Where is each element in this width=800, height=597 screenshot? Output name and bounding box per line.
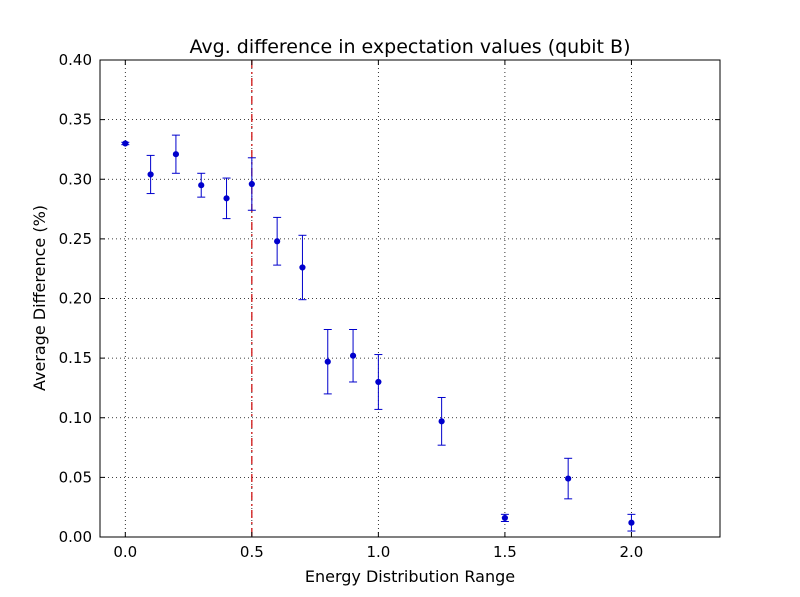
- data-point: [274, 238, 281, 245]
- data-point-group: [247, 157, 256, 211]
- y-tick-label: 0.00: [59, 528, 92, 546]
- data-point: [147, 171, 154, 178]
- x-tick-label: 1.5: [493, 543, 517, 561]
- x-axis-label: Energy Distribution Range: [305, 567, 515, 586]
- axis-ticks: 0.0 0.5 1.0 1.5 2.0 0.00 0.05 0.10 0.15 0.20 0.25 0…: [59, 51, 720, 561]
- data-point: [198, 182, 205, 189]
- data-point-group: [298, 234, 307, 301]
- data-point-group: [437, 396, 446, 446]
- data-point-group: [323, 329, 332, 395]
- y-tick-label: 0.30: [59, 170, 92, 188]
- data-point: [122, 140, 129, 147]
- data-point-group: [171, 134, 180, 174]
- data-point: [299, 264, 306, 271]
- data-point-group: [121, 140, 130, 147]
- data-point-group: [197, 172, 206, 198]
- data-point: [375, 378, 382, 386]
- y-tick-label: 0.05: [59, 468, 92, 486]
- data-point: [438, 418, 445, 425]
- data-point: [248, 180, 255, 188]
- y-tick-label: 0.25: [59, 230, 92, 248]
- data-point-group: [349, 329, 358, 383]
- y-tick-label: 0.15: [59, 349, 92, 367]
- x-tick-label: 1.0: [366, 543, 390, 561]
- data-point-group: [627, 513, 636, 532]
- data-point-group: [146, 154, 155, 195]
- y-tick-label: 0.10: [59, 409, 92, 427]
- grid: [100, 59, 720, 538]
- x-tick-label: 2.0: [619, 543, 643, 561]
- data-points: [121, 134, 636, 532]
- data-point: [501, 514, 508, 522]
- data-point: [172, 151, 180, 158]
- y-tick-label: 0.35: [59, 111, 92, 129]
- data-point-group: [222, 177, 231, 220]
- data-point-group: [564, 457, 573, 500]
- data-point: [628, 519, 635, 526]
- chart-title: Avg. difference in expectation values (q…: [190, 36, 631, 58]
- x-tick-label: 0.5: [240, 543, 264, 561]
- data-point: [349, 352, 357, 359]
- y-axis-label: Average Difference (%): [30, 205, 49, 391]
- data-point-group: [273, 216, 282, 266]
- data-point-group: [374, 354, 383, 410]
- data-point: [324, 358, 331, 365]
- y-tick-label: 0.20: [59, 290, 92, 308]
- y-tick-label: 0.40: [59, 51, 92, 69]
- data-point: [565, 475, 572, 482]
- data-point-group: [500, 513, 509, 522]
- data-point: [223, 195, 230, 202]
- x-tick-label: 0.0: [113, 543, 137, 561]
